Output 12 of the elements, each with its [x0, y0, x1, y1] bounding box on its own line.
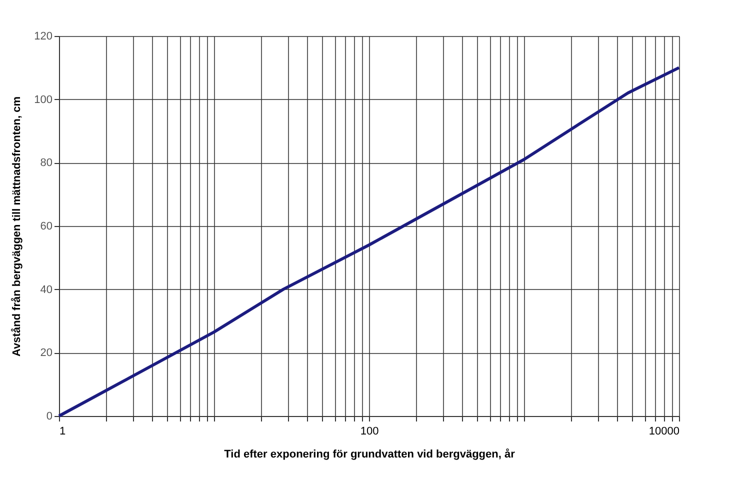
x-tick-label: 100 — [360, 426, 379, 438]
y-tick-label: 20 — [40, 347, 52, 360]
y-tick-label: 40 — [40, 284, 52, 296]
y-tick-label: 120 — [34, 30, 52, 42]
x-axis-title: Tid efter exponering för grundvatten vid bergväggen, år — [224, 448, 516, 460]
y-tick-label: 60 — [40, 220, 52, 232]
x-tick-label: 10000 — [648, 426, 680, 438]
y-tick-label: 100 — [34, 94, 52, 106]
x-tick-label: 1 — [60, 426, 66, 438]
y-tick-label: 80 — [40, 157, 52, 170]
y-tick-label: 0 — [46, 410, 52, 422]
y-axis-title: Avstånd från bergväggen till mättnadsfronten, cm — [10, 96, 24, 356]
